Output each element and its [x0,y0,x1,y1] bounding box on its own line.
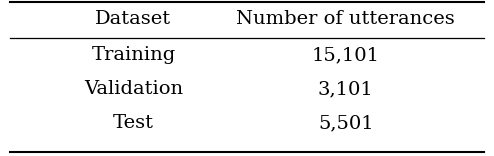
Text: Number of utterances: Number of utterances [237,10,455,29]
Text: Validation: Validation [84,80,183,98]
Text: 5,501: 5,501 [318,114,373,132]
Text: Test: Test [113,114,154,132]
Text: Dataset: Dataset [95,10,171,29]
Text: 3,101: 3,101 [318,80,373,98]
Text: 15,101: 15,101 [312,46,380,64]
Text: Training: Training [91,46,175,64]
